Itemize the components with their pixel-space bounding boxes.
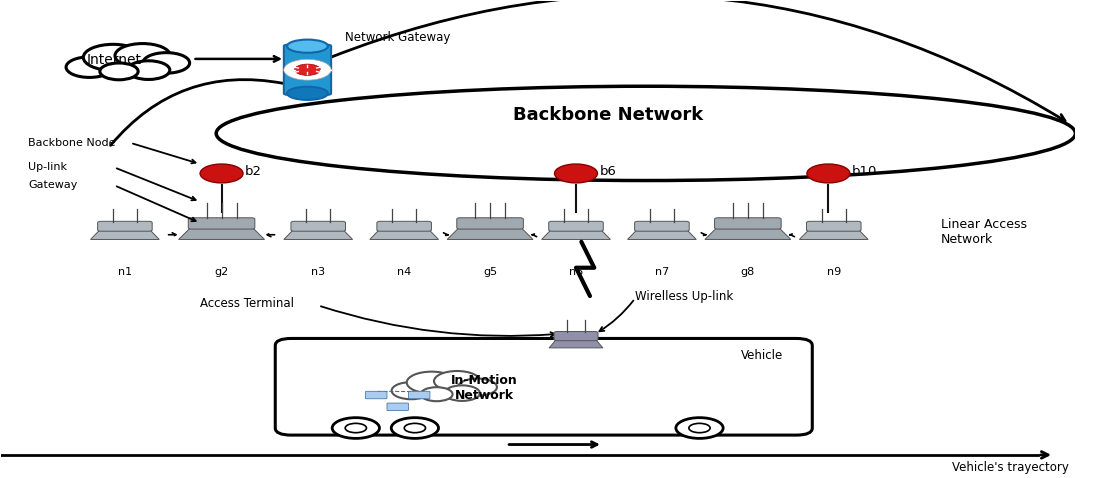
Circle shape (421, 387, 453, 401)
FancyArrowPatch shape (332, 0, 1065, 121)
Circle shape (555, 164, 597, 183)
Text: g8: g8 (741, 267, 755, 277)
Text: In-Motion
Network: In-Motion Network (452, 374, 518, 402)
Polygon shape (705, 227, 791, 239)
Text: b10: b10 (852, 164, 878, 178)
Text: Linear Access
Network: Linear Access Network (941, 218, 1027, 246)
Text: n7: n7 (654, 267, 669, 277)
Text: Up-link: Up-link (28, 163, 67, 173)
Circle shape (295, 64, 320, 76)
Text: Access Terminal: Access Terminal (201, 297, 294, 310)
Polygon shape (284, 229, 353, 239)
Text: Backbone Network: Backbone Network (513, 106, 704, 123)
FancyArrowPatch shape (111, 80, 283, 145)
FancyBboxPatch shape (409, 391, 430, 399)
FancyBboxPatch shape (189, 218, 255, 229)
FancyBboxPatch shape (807, 221, 861, 231)
FancyBboxPatch shape (377, 221, 432, 231)
Text: n9: n9 (826, 267, 841, 277)
Circle shape (807, 164, 849, 183)
Circle shape (284, 59, 331, 80)
FancyBboxPatch shape (553, 332, 598, 341)
Circle shape (407, 372, 456, 393)
Text: Gateway: Gateway (28, 180, 78, 190)
Circle shape (66, 57, 113, 77)
Circle shape (434, 371, 480, 391)
Ellipse shape (287, 87, 328, 100)
Circle shape (404, 424, 425, 433)
FancyBboxPatch shape (549, 221, 603, 231)
Polygon shape (628, 229, 696, 239)
Polygon shape (549, 338, 603, 348)
Text: n6: n6 (569, 267, 583, 277)
FancyBboxPatch shape (284, 45, 331, 95)
Text: Vehicle: Vehicle (741, 349, 784, 362)
Text: Wirelless Up-link: Wirelless Up-link (635, 290, 733, 303)
Ellipse shape (287, 40, 328, 53)
Text: Vehicle's trayectory: Vehicle's trayectory (952, 461, 1069, 474)
Circle shape (458, 379, 496, 396)
Circle shape (689, 424, 710, 433)
FancyBboxPatch shape (457, 218, 524, 229)
Text: g5: g5 (483, 267, 498, 277)
Circle shape (444, 385, 480, 401)
Circle shape (115, 43, 170, 68)
FancyBboxPatch shape (715, 218, 781, 229)
Circle shape (676, 418, 723, 438)
FancyBboxPatch shape (290, 221, 345, 231)
Text: g2: g2 (215, 267, 229, 277)
Circle shape (142, 53, 190, 73)
Circle shape (127, 61, 170, 79)
Circle shape (345, 424, 366, 433)
Polygon shape (179, 227, 264, 239)
Circle shape (391, 382, 431, 399)
Text: Backbone Node: Backbone Node (28, 138, 116, 148)
Polygon shape (91, 229, 159, 239)
Circle shape (391, 418, 438, 438)
Polygon shape (541, 229, 610, 239)
Circle shape (100, 63, 138, 80)
Circle shape (83, 44, 142, 70)
Text: Network Gateway: Network Gateway (345, 31, 450, 44)
FancyBboxPatch shape (635, 221, 689, 231)
FancyBboxPatch shape (365, 391, 387, 399)
Polygon shape (369, 229, 438, 239)
Text: Internet: Internet (87, 54, 141, 67)
Text: b6: b6 (600, 164, 616, 178)
Text: n3: n3 (311, 267, 326, 277)
Text: b2: b2 (246, 164, 262, 178)
FancyBboxPatch shape (275, 338, 812, 435)
FancyBboxPatch shape (387, 403, 409, 411)
Polygon shape (447, 227, 533, 239)
Circle shape (332, 418, 379, 438)
FancyBboxPatch shape (98, 221, 152, 231)
Circle shape (201, 164, 243, 183)
Text: n1: n1 (118, 267, 132, 277)
Text: n4: n4 (397, 267, 411, 277)
Polygon shape (799, 229, 868, 239)
